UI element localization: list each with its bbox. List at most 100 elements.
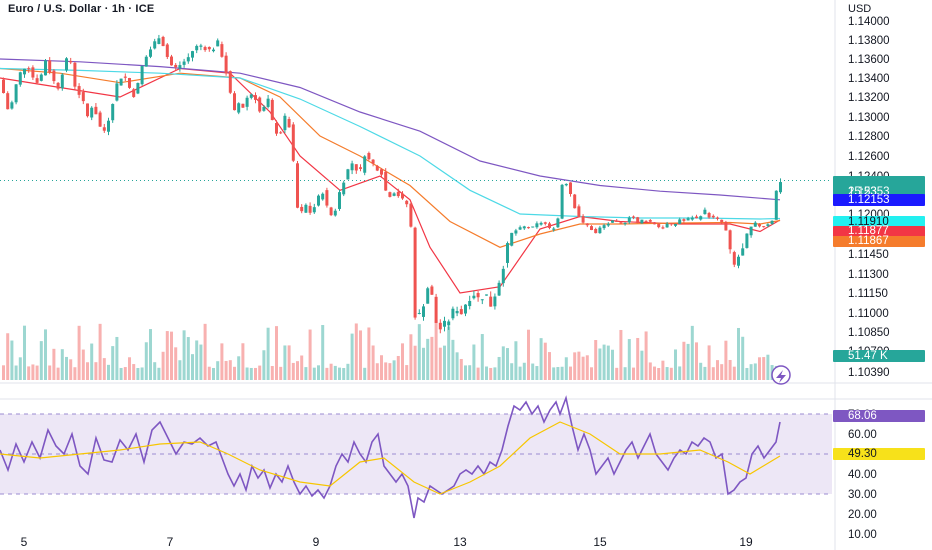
volume-bar	[170, 331, 173, 380]
time-tick-label: 9	[313, 535, 320, 549]
volume-bar	[510, 363, 514, 380]
volume-bar	[333, 365, 337, 380]
candle	[115, 83, 119, 101]
candle	[455, 310, 459, 314]
price-tick-label: 1.13200	[848, 92, 890, 104]
candle	[749, 226, 753, 236]
volume-bar	[304, 367, 308, 380]
volume-bar	[552, 367, 556, 380]
volume-bar	[342, 367, 346, 380]
time-tick-label: 19	[739, 535, 753, 549]
candle	[556, 218, 560, 228]
volume-bar	[472, 344, 476, 380]
rsi-value-badge-text: 68.06	[848, 410, 877, 422]
candle	[472, 295, 476, 299]
volume-bar	[434, 320, 438, 380]
volume-bar	[48, 365, 52, 380]
volume-bar	[716, 360, 719, 380]
volume-bar	[661, 360, 665, 380]
moving-average-line	[0, 67, 781, 248]
candle	[623, 222, 627, 225]
volume-bar	[556, 367, 560, 380]
symbol-title[interactable]: Euro / U.S. Dollar · 1h · ICE	[8, 3, 155, 15]
candle	[451, 308, 455, 319]
candle	[535, 223, 539, 228]
volume-bar	[762, 357, 766, 380]
candle	[111, 104, 115, 121]
candle	[321, 193, 325, 200]
candle	[304, 204, 308, 213]
volume-bar	[371, 345, 375, 380]
volume-bar	[291, 362, 295, 380]
candle	[224, 55, 228, 74]
volume-bar	[199, 344, 203, 380]
candle	[94, 106, 98, 115]
volume-bar	[564, 357, 568, 380]
volume-bar	[514, 341, 518, 380]
candle	[396, 191, 400, 197]
volume-bar	[405, 365, 409, 380]
candle	[312, 207, 316, 213]
volume-bar	[254, 367, 257, 380]
volume-bar	[438, 347, 442, 380]
volume-badge-text: 51.47 K	[848, 350, 888, 362]
candle	[518, 227, 522, 230]
candle	[212, 49, 215, 52]
candle	[270, 99, 274, 121]
volume-bar	[480, 334, 484, 380]
candle	[627, 217, 631, 223]
tv-logo-icon[interactable]	[771, 365, 791, 385]
volume-bar	[77, 325, 81, 380]
candle	[86, 103, 89, 117]
volume-bar	[14, 365, 18, 380]
volume-bar	[249, 367, 253, 380]
price-tick-label: 1.12600	[848, 151, 890, 163]
volume-bar	[216, 361, 220, 380]
candle	[203, 47, 207, 51]
candle	[724, 221, 728, 231]
candle	[770, 220, 774, 224]
volume-bar	[594, 340, 598, 380]
volume-bar	[18, 357, 22, 380]
volume-bar	[98, 323, 102, 380]
candle	[329, 207, 333, 216]
volume-bar	[766, 354, 770, 380]
price-axis[interactable]: 1.14000 1.13800 1.13600 1.13400 1.13200 1.130…	[848, 16, 890, 541]
candle	[165, 44, 169, 57]
time-axis[interactable]: 5 7 9 13 15 19	[21, 535, 753, 549]
candle	[728, 230, 732, 250]
candle	[308, 205, 312, 213]
candle	[417, 312, 421, 314]
candle	[27, 68, 31, 70]
candle	[443, 320, 446, 327]
volume-bar	[758, 357, 761, 380]
volume-bar	[165, 331, 169, 380]
candle	[497, 282, 501, 296]
candle	[90, 107, 94, 118]
candle	[434, 296, 438, 323]
candle	[23, 68, 26, 75]
volume-bar	[392, 360, 396, 380]
candle	[287, 119, 291, 128]
rsi-tick-label: 10.00	[848, 529, 877, 541]
volume-bar	[73, 367, 77, 380]
price-tick-label: 1.11300	[848, 269, 889, 281]
volume-bar	[212, 367, 215, 380]
candle	[325, 190, 329, 206]
candle	[291, 124, 295, 161]
candle	[447, 321, 451, 326]
candle	[371, 159, 375, 164]
volume-bar	[602, 344, 606, 380]
candle	[102, 127, 106, 131]
currency-label: USD	[848, 3, 872, 15]
candle	[14, 84, 18, 103]
candle	[552, 228, 556, 230]
candle	[577, 206, 581, 218]
volume-bar	[501, 346, 505, 380]
volume-bar	[648, 362, 652, 380]
volume-bar	[581, 356, 585, 380]
volume-bar	[354, 323, 358, 380]
volume-bar	[640, 350, 644, 380]
